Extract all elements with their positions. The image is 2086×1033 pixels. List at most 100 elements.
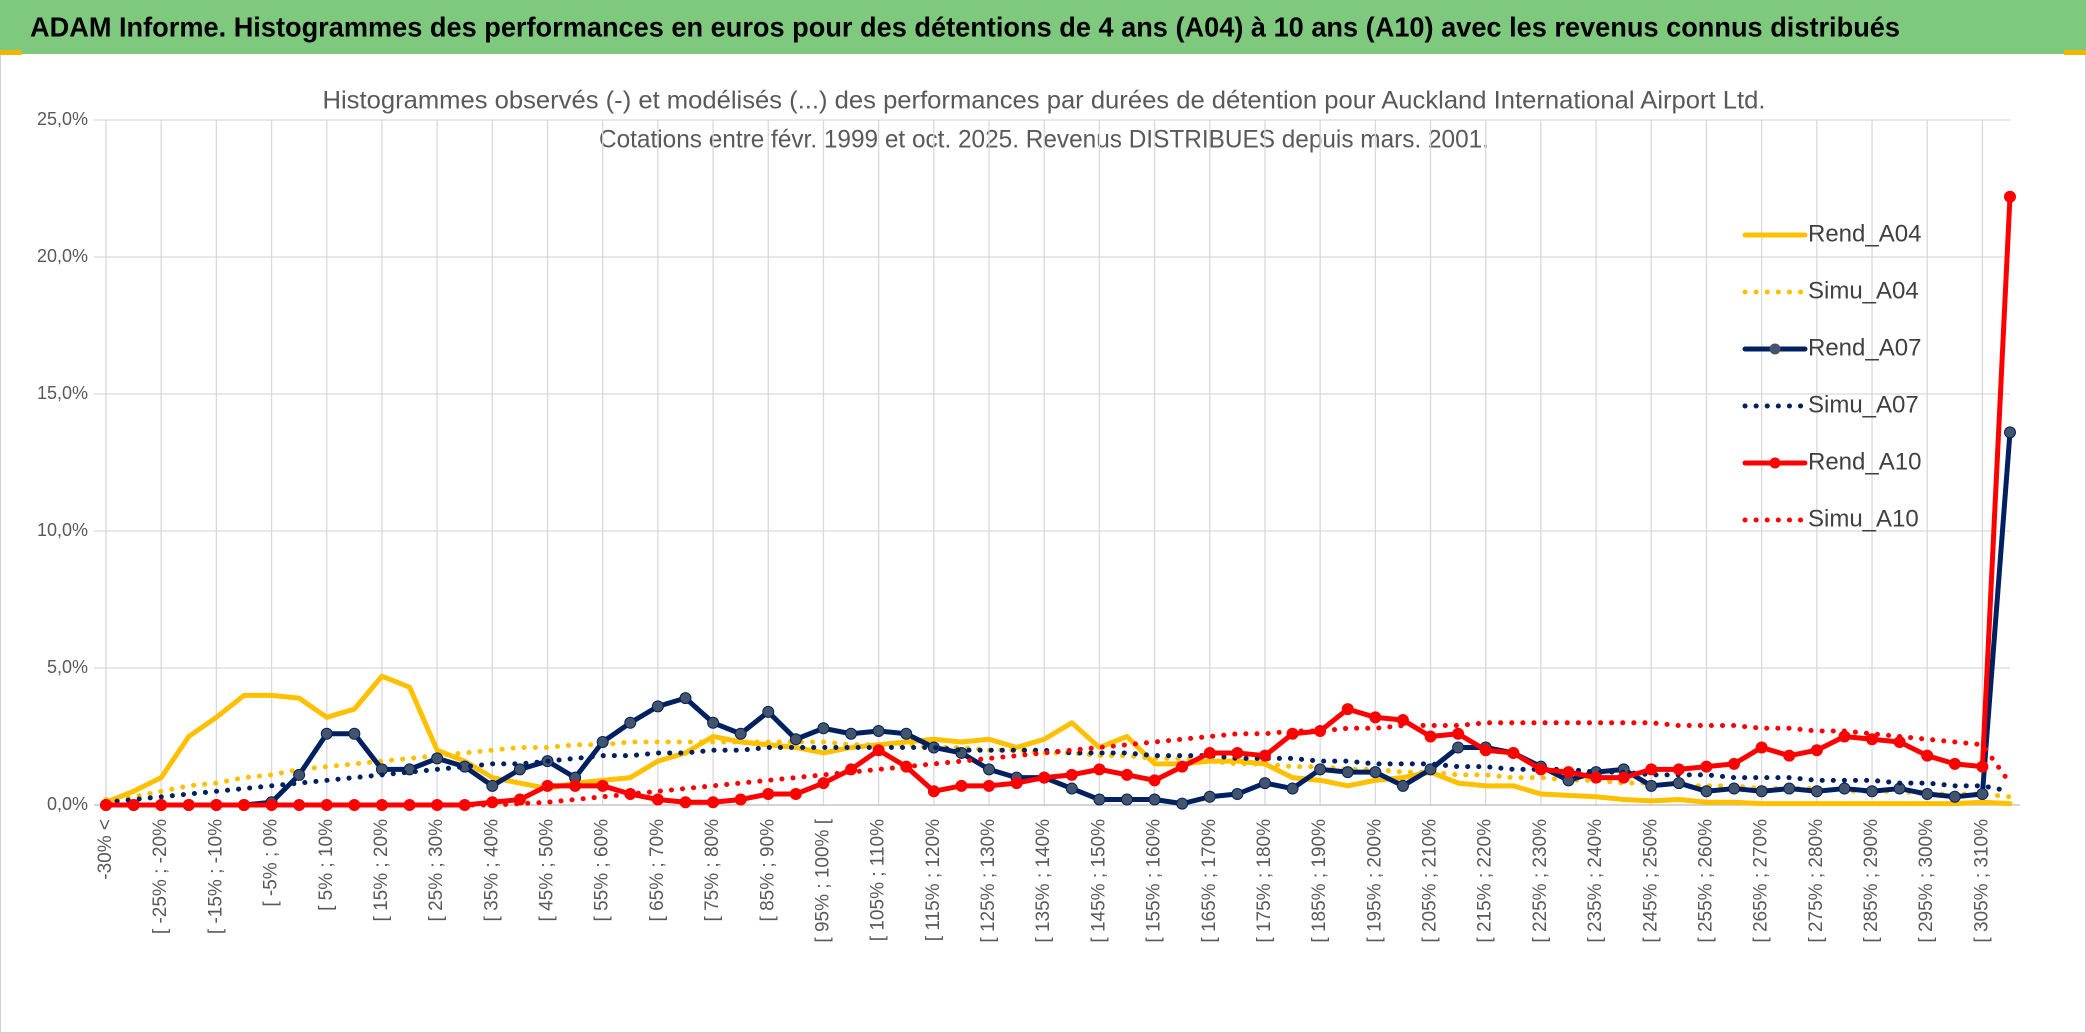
- marker: [983, 763, 996, 776]
- x-tick-label: [ 215% ; 220%: [1475, 819, 1496, 943]
- corner: [0, 50, 22, 55]
- legend-label: Rend_A10: [1808, 448, 1921, 475]
- marker: [1921, 788, 1934, 801]
- marker: [789, 733, 802, 746]
- x-tick-label: [ 265% ; 270%: [1751, 819, 1772, 943]
- marker: [1562, 766, 1575, 779]
- x-tick-label: [ 25% ; 30%: [426, 819, 447, 922]
- marker: [513, 763, 526, 776]
- banner: [0, 0, 2086, 54]
- x-tick-label: [ 85% ; 90%: [757, 819, 778, 922]
- marker: [651, 793, 664, 806]
- marker: [320, 727, 333, 740]
- marker: [1755, 785, 1768, 798]
- marker: [1452, 727, 1465, 740]
- marker: [1424, 730, 1437, 743]
- legend-marker: [1769, 343, 1781, 355]
- marker: [900, 727, 913, 740]
- marker: [486, 779, 499, 792]
- banner-title: ADAM Informe. Histogrammes des performan…: [30, 11, 1900, 42]
- series-line: [103, 673, 2013, 807]
- marker: [1203, 790, 1216, 803]
- marker: [1396, 779, 1409, 792]
- marker: [1617, 771, 1630, 784]
- marker: [1810, 744, 1823, 757]
- marker: [1369, 766, 1382, 779]
- marker: [1176, 760, 1189, 773]
- marker: [762, 705, 775, 718]
- marker: [1258, 749, 1271, 762]
- x-tick-label: [ 185% ; 190%: [1309, 819, 1330, 943]
- x-tick-label: [ 15% ; 20%: [371, 819, 392, 922]
- marker: [1369, 711, 1382, 724]
- marker: [1921, 749, 1934, 762]
- marker: [624, 716, 637, 729]
- marker: [983, 779, 996, 792]
- marker: [1810, 785, 1823, 798]
- marker: [1728, 757, 1741, 770]
- legend-marker: [1769, 457, 1781, 469]
- legend-label: Simu_A04: [1808, 277, 1919, 304]
- series-line: [103, 194, 2013, 808]
- marker: [1976, 760, 1989, 773]
- marker: [2004, 190, 2016, 203]
- marker: [872, 744, 885, 757]
- x-tick-label: [ 75% ; 80%: [702, 819, 723, 922]
- marker: [1120, 768, 1133, 781]
- x-tick-label: [ 175% ; 180%: [1254, 819, 1275, 943]
- y-tick-label: 15,0%: [37, 383, 88, 403]
- marker: [872, 725, 885, 738]
- marker: [1203, 746, 1216, 759]
- marker: [1424, 763, 1437, 776]
- x-tick-label: [ 105% ; 110%: [868, 819, 889, 941]
- marker: [1976, 788, 1989, 801]
- series-line: [103, 429, 2013, 808]
- marker: [1231, 746, 1244, 759]
- marker: [1286, 782, 1299, 795]
- marker: [1838, 782, 1851, 795]
- marker: [707, 796, 720, 809]
- marker: [1258, 777, 1271, 790]
- y-tick-label: 25,0%: [37, 109, 88, 129]
- marker: [734, 727, 747, 740]
- marker: [1728, 782, 1741, 795]
- y-tick-label: 10,0%: [37, 520, 88, 540]
- marker: [1038, 771, 1051, 784]
- marker: [293, 768, 306, 781]
- marker: [1948, 790, 1961, 803]
- x-tick-label: [ 255% ; 260%: [1695, 819, 1716, 943]
- marker: [1755, 741, 1768, 754]
- marker: [348, 727, 361, 740]
- marker: [1590, 771, 1603, 784]
- marker: [845, 727, 858, 740]
- marker: [1396, 714, 1409, 727]
- marker: [817, 722, 830, 735]
- marker: [817, 777, 830, 790]
- x-tick-label: [ 5% ; 10%: [316, 819, 337, 911]
- x-tick-label: [ 275% ; 280%: [1806, 819, 1827, 943]
- marker: [596, 735, 609, 748]
- marker: [541, 779, 554, 792]
- x-tick-label: [ 225% ; 230%: [1530, 819, 1551, 943]
- marker: [1783, 749, 1796, 762]
- x-tick-label: [ 55% ; 60%: [592, 819, 613, 922]
- marker: [431, 752, 444, 765]
- x-tick-label: [ 65% ; 70%: [647, 819, 668, 922]
- marker: [1120, 793, 1133, 806]
- marker: [569, 779, 582, 792]
- marker: [1148, 774, 1161, 787]
- marker: [762, 788, 775, 801]
- series-line: [103, 720, 2013, 808]
- marker: [1452, 741, 1465, 754]
- x-tick-label: [ 205% ; 210%: [1420, 819, 1441, 943]
- marker: [1672, 777, 1685, 790]
- marker: [1700, 760, 1713, 773]
- legend-label: Rend_A07: [1808, 334, 1921, 361]
- marker: [1314, 763, 1327, 776]
- legend-label: Simu_A07: [1808, 391, 1919, 418]
- marker: [1341, 703, 1354, 716]
- marker: [1341, 766, 1354, 779]
- marker: [1948, 757, 1961, 770]
- x-tick-label: [ 45% ; 50%: [537, 819, 558, 922]
